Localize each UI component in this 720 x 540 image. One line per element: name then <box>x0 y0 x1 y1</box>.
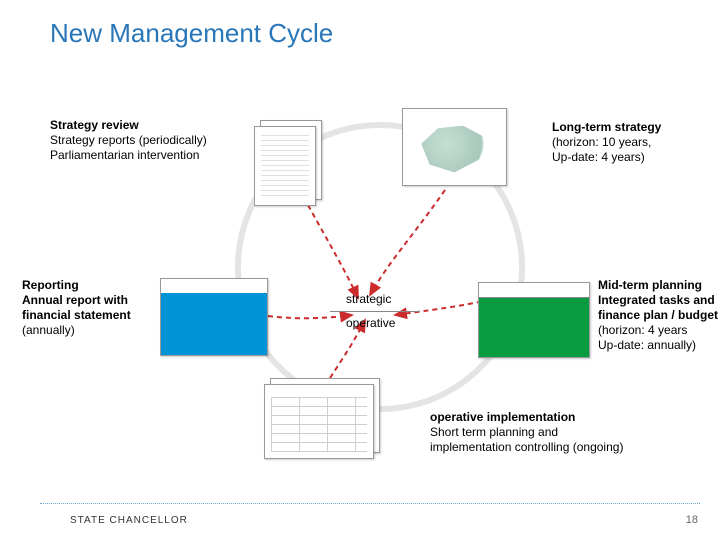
reporting-line3: (annually) <box>22 323 157 338</box>
operative-impl-heading: operative implementation <box>430 410 680 425</box>
label-reporting: Reporting Annual report with financial s… <box>22 278 157 338</box>
thumb-doc1b <box>254 126 316 206</box>
long-term-line2: Up-date: 4 years) <box>552 150 712 165</box>
thumb-green <box>478 282 590 358</box>
label-strategy-review: Strategy review Strategy reports (period… <box>50 118 240 163</box>
thumb-map <box>402 108 507 186</box>
center-strategic: strategic <box>346 292 391 306</box>
strategy-review-heading: Strategy review <box>50 118 240 133</box>
long-term-heading: Long-term strategy <box>552 120 712 135</box>
reporting-line1: Annual report with <box>22 293 157 308</box>
page-title: New Management Cycle <box>50 18 333 49</box>
label-operative-impl: operative implementation Short term plan… <box>430 410 680 455</box>
mid-term-line2: finance plan / budget <box>598 308 720 323</box>
mid-term-line4: Up-date: annually) <box>598 338 720 353</box>
operative-impl-line1: Short term planning and <box>430 425 680 440</box>
reporting-line2: financial statement <box>22 308 157 323</box>
mid-term-heading: Mid-term planning <box>598 278 720 293</box>
page-number: 18 <box>686 514 698 526</box>
mid-term-line1: Integrated tasks and <box>598 293 720 308</box>
label-long-term: Long-term strategy (horizon: 10 years, U… <box>552 120 712 165</box>
cycle-diagram: Strategy review Strategy reports (period… <box>0 70 720 480</box>
long-term-line1: (horizon: 10 years, <box>552 135 712 150</box>
strategy-review-line1: Strategy reports (periodically) <box>50 133 240 148</box>
thumb-table2 <box>264 384 374 459</box>
center-operative: operative <box>346 316 395 330</box>
footer-divider <box>40 503 700 504</box>
operative-impl-line2: implementation controlling (ongoing) <box>430 440 680 455</box>
thumb-blue <box>160 278 268 356</box>
mid-term-line3: (horizon: 4 years <box>598 323 720 338</box>
footer-left: STATE CHANCELLOR <box>70 515 188 526</box>
strategy-review-line2: Parliamentarian intervention <box>50 148 240 163</box>
center-divider <box>330 311 420 312</box>
label-mid-term: Mid-term planning Integrated tasks and f… <box>598 278 720 353</box>
reporting-heading: Reporting <box>22 278 157 293</box>
